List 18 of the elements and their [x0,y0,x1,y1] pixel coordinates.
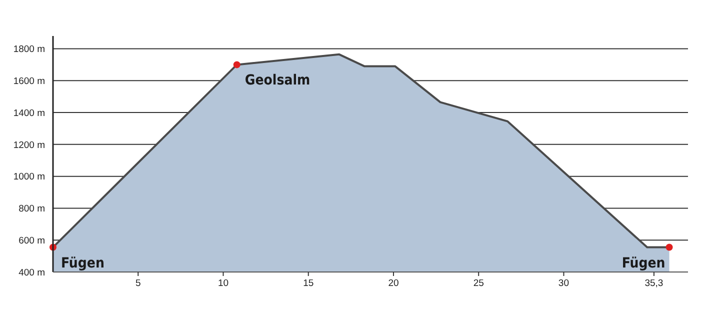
annotation: Fügen [622,255,666,272]
y-tick-label: 1200 m [13,140,46,151]
x-tick-label: 10 [218,278,229,289]
y-tick-label: 1800 m [13,44,46,56]
y-tick-label: 1000 m [13,172,46,183]
y-tick-label: 800 m [18,204,46,215]
y-tick-label: 1400 m [13,108,46,119]
x-tick-label: 35,3 [644,278,664,289]
y-tick-label: 400 m [18,267,46,278]
y-tick-label: 600 m [18,235,46,246]
x-tick-label: 30 [558,278,570,289]
x-tick-label: 15 [303,278,314,289]
y-tick-label: 1600 m [13,76,46,87]
annotation: Geolsalm [244,72,310,89]
x-tick-label: 20 [388,278,399,289]
x-tick-label: 5 [135,278,141,289]
x-tick-label: 25 [473,278,484,289]
annotation: Fügen [61,255,104,272]
